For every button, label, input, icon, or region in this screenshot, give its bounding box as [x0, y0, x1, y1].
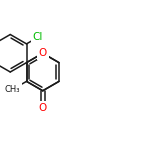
Text: CH₃: CH₃ [4, 85, 20, 94]
Text: Cl: Cl [33, 32, 43, 42]
Text: O: O [39, 103, 47, 113]
Text: O: O [39, 48, 47, 58]
